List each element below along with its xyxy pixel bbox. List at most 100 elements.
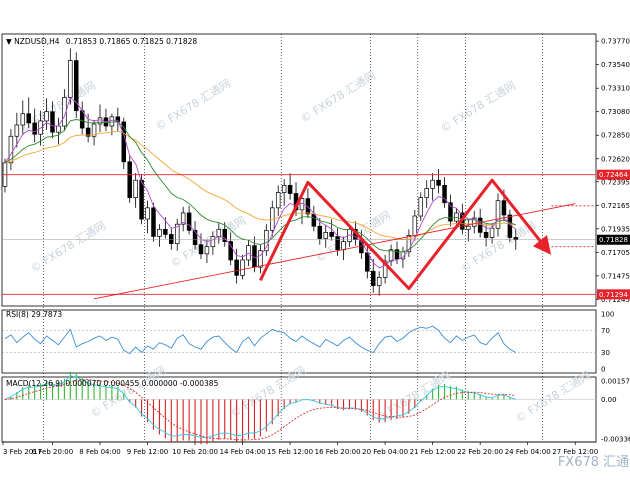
moving-average-line [4,130,516,240]
price-tick-label: 0.72395 [601,178,630,186]
time-tick-label: 21 Feb 12:00 [410,448,456,456]
candle [382,254,388,284]
current-price-tag [597,234,630,245]
candle [329,219,334,241]
candle [186,205,192,235]
rsi-tick-label: 100 [601,311,614,319]
macd-label: MACD(12,26,9) 0.000070 0.000455 0.000000… [6,379,219,388]
candle [151,202,156,242]
candle [448,194,453,227]
candle [424,180,429,208]
price-tick-label: 0.73310 [601,85,630,93]
macd-signal-line [4,378,516,441]
time-tick-label: 24 Feb 04:00 [505,448,551,456]
candle [133,173,138,208]
support-price-tag [597,289,630,300]
candle [210,231,216,255]
candle [85,113,91,143]
current-price-label: 0.71828 [599,236,628,244]
macd-main-line [4,375,516,439]
candle [430,173,435,201]
price-tick-label: 0.73770 [601,38,630,46]
price-pane[interactable] [2,48,596,300]
candle [442,177,447,208]
price-tick-label: 0.71245 [601,296,630,304]
time-tick-label: 14 Feb 04:00 [220,448,266,456]
candle [169,227,174,250]
trend-line [93,203,576,300]
candle [471,210,477,234]
rsi-tick-label: 0 [601,366,605,374]
candle [365,244,370,279]
chart-ohlc: 0.71853 0.71865 0.71825 0.71828 [66,37,197,46]
candle [204,239,210,264]
candle [436,168,441,194]
price-tick-label: 0.72620 [601,155,630,163]
time-tick-label: 3 Feb 2017 [3,448,42,456]
candle [180,206,186,232]
candle [287,173,293,200]
rsi-tick-label: 70 [601,327,610,335]
macd-tick-label: 0.00 [601,396,617,404]
candle [145,200,150,234]
candle [50,101,55,139]
candle [26,97,31,129]
resistance-price-tag [597,169,630,180]
candle [73,52,79,118]
candle [317,218,323,245]
rsi-tick-label: 30 [601,349,610,357]
pane-frame [1,309,597,374]
candle [323,225,328,248]
candle [222,222,228,247]
candle [44,98,49,131]
price-tick-label: 0.71475 [601,272,630,280]
price-tick-label: 0.71935 [601,225,630,233]
candle [174,219,180,251]
candle [20,100,26,136]
rsi-label: RSI(8) 29.7873 [6,310,62,319]
time-tick-label: 9 Feb 12:00 [127,448,168,456]
price-tick-label: 0.71705 [601,249,630,257]
candle [198,233,204,259]
svg-text:▼ NZDUSD,H4 0.71853 0.: ▼ NZDUSD,H4 0.71853 0.71865 0.71825 0.71… [6,37,197,46]
macd-pane[interactable] [2,371,596,445]
candle [418,192,424,222]
candle [228,232,233,266]
candle [32,108,37,143]
candle [275,185,281,217]
moving-average-line [4,119,516,253]
time-tick-label: 8 Feb 04:00 [79,448,120,456]
price-tick-label: 0.72850 [601,132,630,140]
candle [240,254,245,280]
price-tick-label: 0.73080 [601,108,630,116]
pane-frame [1,33,597,307]
candle [127,154,132,203]
candle [157,224,162,247]
rsi-pane[interactable] [2,325,596,355]
time-tick-label: 6 Feb 20:00 [32,448,73,456]
resistance-price-label: 0.72464 [599,171,628,179]
time-tick-label: 20 Feb 04:00 [362,448,408,456]
candle [406,229,412,257]
candle [376,271,382,296]
candle [234,248,239,284]
candle [8,129,14,170]
time-tick-label: 16 Feb 20:00 [315,448,361,456]
candle [281,179,287,206]
macd-tick-label: 0.001575 [601,377,630,385]
candle [388,244,394,267]
symbol-triangle-icon: ▼ [6,37,12,46]
chart-symbol: NZDUSD,H4 [14,37,60,46]
rsi-line [4,325,517,355]
moving-average-line [4,97,517,269]
zigzag-arrow [259,178,552,291]
candle [258,244,263,274]
price-tick-label: 0.73540 [601,61,630,69]
candle [192,221,198,250]
brand-logo: FX678 汇通网 [558,455,630,470]
candle [495,193,501,237]
time-tick-label: 10 Feb 20:00 [172,448,218,456]
candle [394,241,400,265]
candle [91,119,97,146]
